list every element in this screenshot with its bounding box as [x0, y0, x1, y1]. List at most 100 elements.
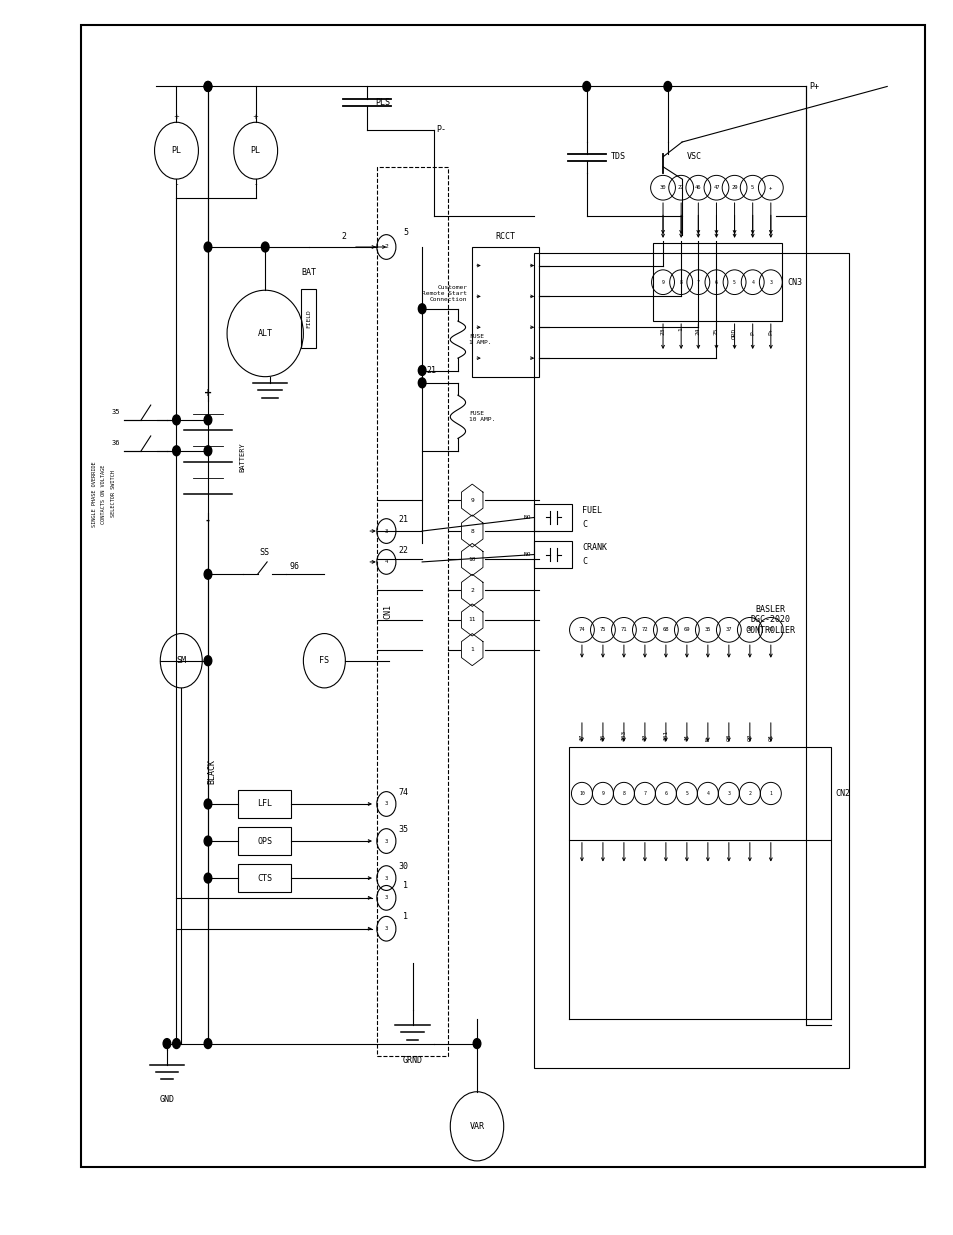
- Text: 22: 22: [398, 546, 408, 555]
- Text: 1: 1: [678, 327, 683, 331]
- Circle shape: [204, 799, 212, 809]
- Text: C: C: [581, 520, 586, 530]
- Text: 5: 5: [684, 790, 688, 797]
- Text: 9: 9: [470, 498, 474, 503]
- Text: NO: NO: [523, 552, 531, 557]
- Text: 5: 5: [750, 185, 754, 190]
- Text: 9: 9: [600, 790, 604, 797]
- Circle shape: [473, 1039, 480, 1049]
- Text: FUSE
1 AMP.: FUSE 1 AMP.: [469, 335, 492, 345]
- Circle shape: [204, 82, 212, 91]
- Circle shape: [582, 82, 590, 91]
- Bar: [534, 504, 572, 531]
- Text: Customer
Remote Start
Connection: Customer Remote Start Connection: [422, 285, 467, 301]
- Text: 3: 3: [384, 895, 388, 900]
- Text: 46: 46: [599, 734, 605, 741]
- Text: 6: 6: [714, 279, 718, 285]
- Text: 71: 71: [620, 627, 626, 632]
- Text: 74: 74: [398, 788, 408, 797]
- Circle shape: [163, 1039, 171, 1049]
- Circle shape: [204, 242, 212, 252]
- Text: 35: 35: [704, 627, 710, 632]
- Text: C: C: [581, 557, 586, 567]
- Circle shape: [204, 446, 212, 456]
- Text: BATTERY: BATTERY: [239, 442, 245, 472]
- Text: LFL: LFL: [257, 799, 272, 809]
- Text: 30: 30: [659, 185, 665, 190]
- Text: BASLER
DGC-2020
CONTROLLER: BASLER DGC-2020 CONTROLLER: [744, 605, 795, 635]
- Text: 74: 74: [578, 627, 584, 632]
- Bar: [81, 25, 924, 1167]
- Text: 37: 37: [725, 627, 731, 632]
- Text: NO: NO: [523, 515, 531, 520]
- Text: P+: P+: [808, 82, 818, 91]
- Bar: [472, 247, 538, 377]
- Text: 8: 8: [679, 279, 682, 285]
- Text: 2: 2: [340, 232, 346, 241]
- Text: CN1: CN1: [383, 604, 393, 619]
- Text: CTS: CTS: [257, 873, 272, 883]
- Bar: [534, 541, 572, 568]
- Text: 11: 11: [468, 618, 476, 622]
- Text: 96: 96: [289, 562, 298, 572]
- Text: 10: 10: [578, 790, 584, 797]
- Circle shape: [204, 415, 212, 425]
- Text: 8: 8: [621, 790, 625, 797]
- Text: 30: 30: [398, 862, 408, 871]
- Text: GND: GND: [159, 1095, 174, 1104]
- Text: -: -: [206, 516, 210, 526]
- Text: 41: 41: [683, 734, 689, 741]
- Text: 24: 24: [695, 327, 700, 335]
- Circle shape: [663, 82, 671, 91]
- Text: G1: G1: [767, 734, 773, 741]
- Text: P-: P-: [749, 327, 755, 335]
- Circle shape: [204, 569, 212, 579]
- Text: +: +: [253, 114, 258, 120]
- Circle shape: [172, 1039, 180, 1049]
- Text: 1: 1: [768, 790, 772, 797]
- Bar: [376, 167, 448, 1056]
- Text: 8: 8: [470, 529, 474, 534]
- Text: G3: G3: [725, 734, 731, 741]
- Text: PL: PL: [172, 146, 181, 156]
- Text: P-: P-: [436, 125, 445, 135]
- Text: 25: 25: [713, 327, 719, 335]
- Circle shape: [418, 366, 426, 375]
- Text: 29: 29: [731, 185, 737, 190]
- Text: 9: 9: [660, 279, 664, 285]
- Text: 21: 21: [427, 366, 436, 375]
- Text: 1: 1: [402, 882, 408, 890]
- Text: 5: 5: [732, 279, 736, 285]
- Text: 3: 3: [768, 279, 772, 285]
- Text: 3: 3: [384, 839, 388, 844]
- Text: CN3: CN3: [786, 278, 801, 287]
- Text: 1: 1: [470, 647, 474, 652]
- Text: 10: 10: [468, 557, 476, 562]
- Text: 68: 68: [662, 627, 668, 632]
- Bar: [534, 253, 848, 1068]
- Text: OPS: OPS: [257, 836, 272, 846]
- Text: 27: 27: [678, 185, 683, 190]
- Text: CONTACTS ON VOLTAGE: CONTACTS ON VOLTAGE: [101, 464, 106, 524]
- Circle shape: [418, 378, 426, 388]
- Circle shape: [418, 304, 426, 314]
- Text: 3: 3: [384, 529, 388, 534]
- Text: 3: 3: [384, 876, 388, 881]
- Text: 35: 35: [398, 825, 408, 834]
- Text: 5: 5: [402, 228, 408, 237]
- Text: PL: PL: [251, 146, 260, 156]
- Text: 3: 3: [726, 790, 730, 797]
- Text: FUEL: FUEL: [581, 505, 601, 515]
- Text: GRND: GRND: [402, 1056, 422, 1065]
- Circle shape: [204, 873, 212, 883]
- Bar: [653, 243, 781, 321]
- Text: +: +: [768, 185, 772, 190]
- Text: FIELD: FIELD: [306, 309, 311, 329]
- Text: 46: 46: [695, 185, 700, 190]
- Text: 6: 6: [663, 790, 667, 797]
- Text: BAT: BAT: [301, 268, 315, 277]
- Text: TDS: TDS: [610, 152, 625, 162]
- Text: SELECTOR SWITCH: SELECTOR SWITCH: [111, 471, 115, 517]
- Text: P+: P+: [767, 327, 773, 335]
- Bar: [238, 790, 291, 818]
